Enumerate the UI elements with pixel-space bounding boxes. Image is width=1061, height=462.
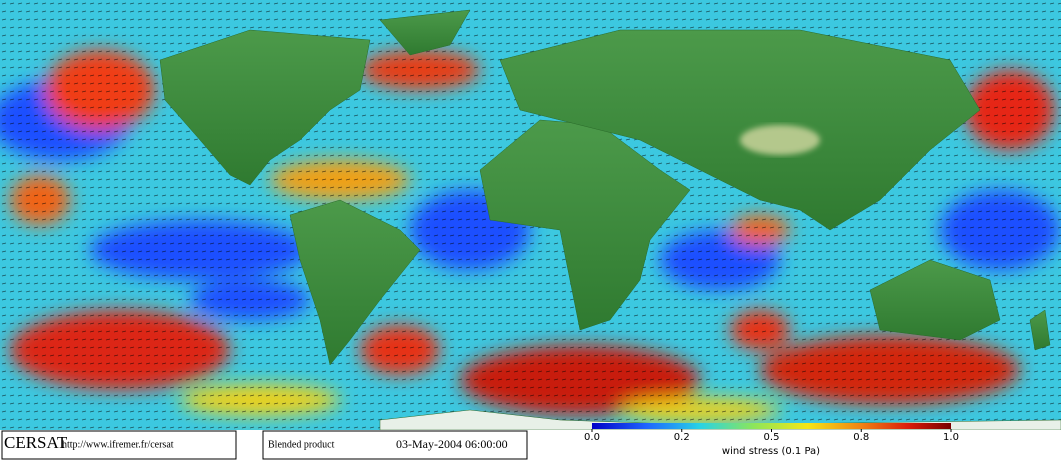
product: Blended product xyxy=(268,439,335,450)
colorbar-label: wind stress (0.1 Pa) xyxy=(722,446,820,457)
colorbar-tick-label: 0.8 xyxy=(853,432,869,443)
product-box xyxy=(262,430,528,460)
colorbar-tick-label: 0.0 xyxy=(584,432,600,443)
colorbar-tick-label: 0.5 xyxy=(764,432,780,443)
logo: CERSAT xyxy=(4,433,68,452)
credit-box xyxy=(1,430,237,460)
footer: CERSAT http://www.ifremer.fr/cersat Blen… xyxy=(0,423,1061,462)
colorbar-tick-label: 0.2 xyxy=(674,432,690,443)
timestamp: 03-May-2004 06:00:00 xyxy=(396,437,508,451)
landmasses xyxy=(159,9,1061,431)
colorbar xyxy=(592,423,951,429)
colorbar-tick-label: 1.0 xyxy=(943,432,959,443)
url: http://www.ifremer.fr/cersat xyxy=(62,439,174,450)
